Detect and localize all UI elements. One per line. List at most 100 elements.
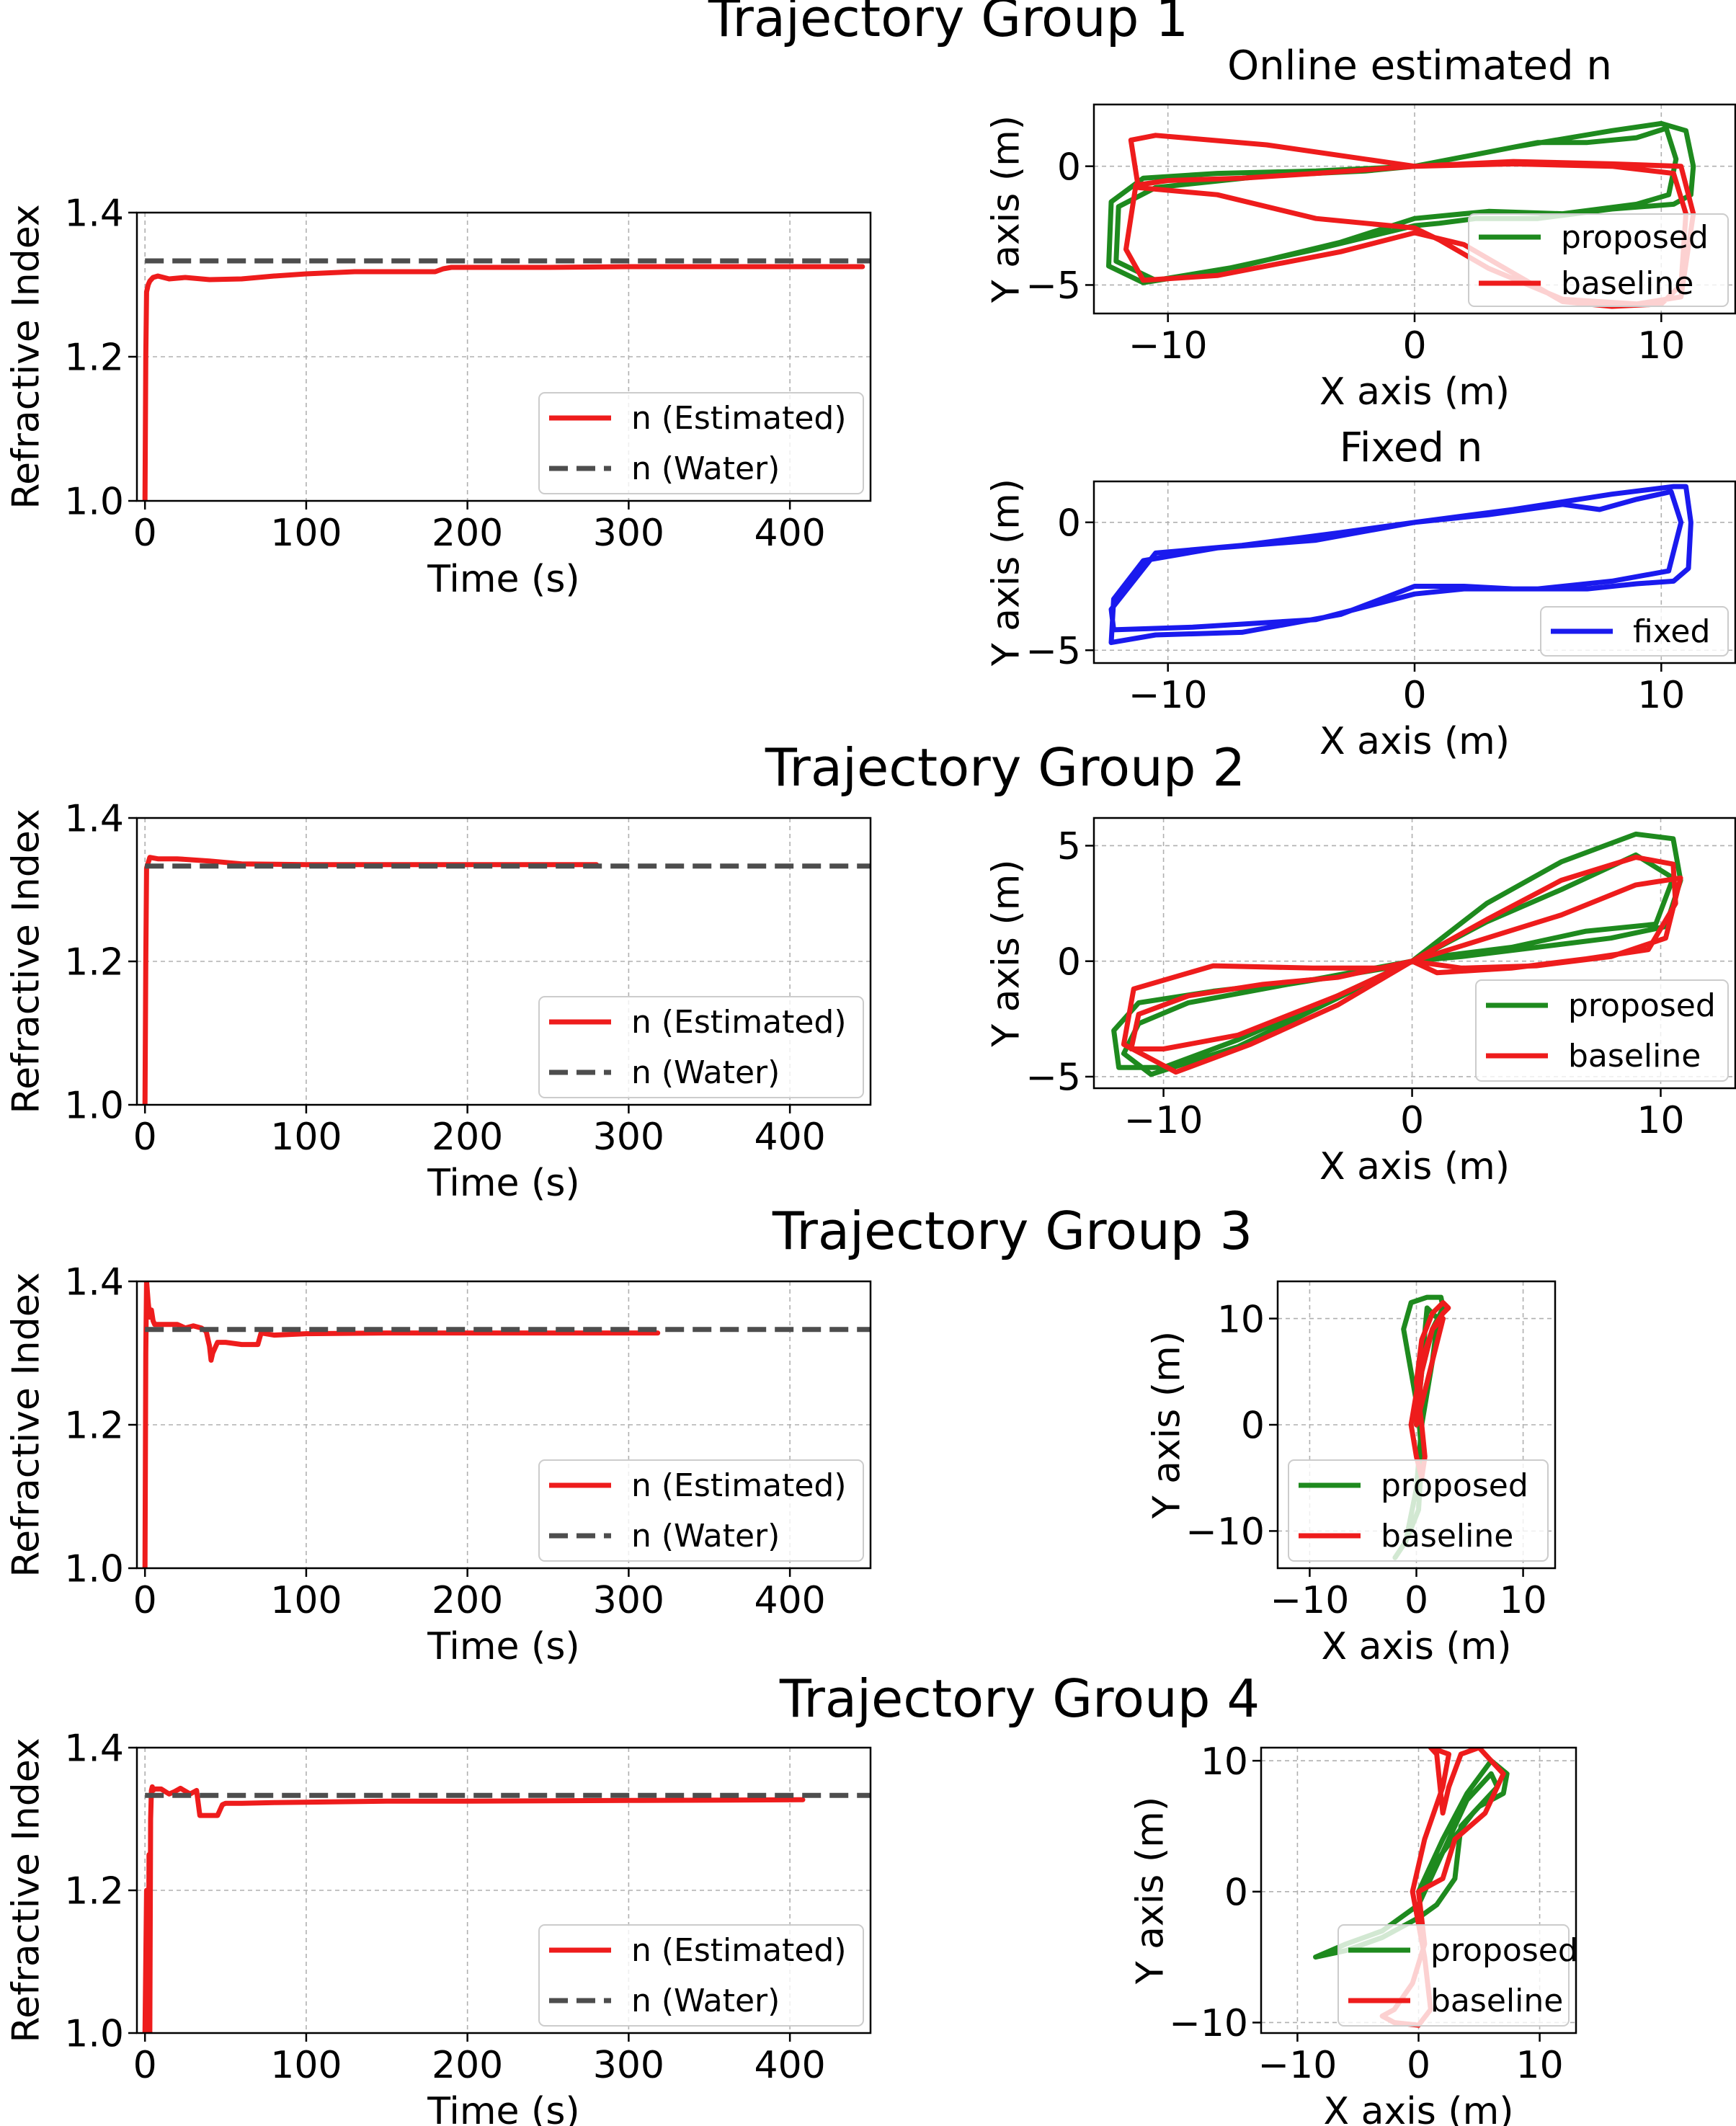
legend: proposed baseline [1337,1924,1578,2027]
x-tick-label: 300 [593,1116,664,1159]
x-axis-label: Time (s) [427,2090,579,2126]
chart-g2_traj: −10 0 10 −5 0 5 X axis (m) Y axis (m) proposed ba… [985,817,1736,1188]
legend: fixed [1540,606,1729,657]
chart-g2_ri: 0 100 200 300 400 1.0 1.2 1.4 Time (s) Refractive… [4,798,872,1205]
legend-label: proposed [1561,219,1709,256]
group-3-title: Trajectory Group 3 [772,1201,1252,1261]
y-tick-label: −10 [1185,1511,1265,1554]
series-group [142,258,871,501]
y-tick-label: 0 [1224,1872,1248,1915]
x-tick-label: 0 [1407,2044,1430,2087]
legend-label: n (Water) [631,1518,780,1555]
legend: n (Estimated) n (Water) [538,392,864,494]
x-tick-label: 300 [593,512,664,555]
series-line-baseline [1121,855,1683,1075]
legend-label: baseline [1430,1983,1563,2019]
y-tick-label: 1.4 [64,1727,124,1771]
legend-label: n (Water) [631,450,780,487]
x-tick-label: 200 [432,512,503,555]
x-tick-label: −10 [1258,2044,1337,2087]
x-tick-label: 400 [754,1579,825,1622]
y-axis-label: Y axis (m) [1145,1331,1188,1519]
legend-label: n (Water) [631,1054,780,1091]
x-axis-label: X axis (m) [1319,720,1510,763]
y-tick-label: 10 [1201,1740,1248,1784]
y-tick-label: 1.0 [64,481,124,524]
legend-box [538,1459,864,1562]
series-group [142,1784,871,2033]
x-tick-label: 0 [133,1116,157,1159]
series-line-n-estimated [142,264,865,501]
y-tick-label: 1.2 [64,941,124,984]
x-tick-label: 0 [1400,1099,1424,1142]
legend-label: fixed [1633,613,1710,650]
y-axis-label: Y axis (m) [985,115,1028,303]
x-axis-label: Time (s) [427,558,579,601]
group-2-title: Trajectory Group 2 [765,737,1245,798]
y-axis-label: Y axis (m) [985,859,1028,1047]
group-1-title: Trajectory Group 1 [708,0,1188,48]
y-axis-label: Refractive Index [4,809,48,1113]
x-tick-label: −10 [1129,674,1208,717]
y-axis-label: Refractive Index [4,1738,48,2042]
x-tick-label: 200 [432,1579,503,1622]
legend: proposed baseline [1288,1459,1549,1562]
x-axis-label: Time (s) [427,1162,579,1205]
x-tick-label: 0 [1402,674,1426,717]
chart-g1_online: −10 0 10−50X axis (m)Y axis (m) proposedbas… [985,103,1736,414]
legend-label: baseline [1381,1518,1513,1555]
x-tick-label: 400 [754,2044,825,2087]
group-1-fixed-subtitle: Fixed n [1340,424,1482,471]
legend-label: proposed [1568,987,1716,1024]
legend-label: n (Estimated) [631,1004,846,1041]
y-tick-label: 1.4 [64,798,124,841]
x-tick-label: 10 [1637,1099,1684,1142]
y-tick-label: 0 [1241,1405,1265,1448]
legend-box [538,1924,864,2027]
y-tick-label: −10 [1169,2002,1248,2045]
group-1-online-subtitle: Online estimated n [1227,43,1612,89]
x-tick-label: 300 [593,2044,664,2087]
x-tick-label: 200 [432,1116,503,1159]
series-line-n-estimated [142,855,600,1105]
x-axis-label: X axis (m) [1323,2090,1513,2126]
y-tick-label: 1.4 [64,1261,124,1304]
plot-frame [1092,817,1736,1090]
y-tick-label: −5 [1025,630,1081,673]
y-axis-label: Refractive Index [4,204,48,509]
x-tick-label: 10 [1637,324,1685,368]
legend-label: n (Estimated) [631,1467,846,1504]
y-tick-label: 0 [1057,502,1081,546]
legend: proposed baseline [1468,213,1729,307]
x-tick-label: 0 [133,2044,157,2087]
legend-label: baseline [1561,265,1693,302]
legend: n (Estimated) n (Water) [538,1924,864,2027]
x-tick-label: 300 [593,1579,664,1622]
y-tick-label: 5 [1057,825,1081,868]
y-tick-label: −5 [1025,1057,1081,1100]
y-tick-label: 1.2 [64,1870,124,1913]
y-axis-label: Y axis (m) [1129,1797,1172,1985]
legend-label: n (Estimated) [631,1932,846,1969]
series-group [142,1281,871,1568]
y-axis-label: Refractive Index [4,1272,48,1577]
group-4-title: Trajectory Group 4 [779,1668,1260,1729]
legend-label: proposed [1430,1932,1578,1969]
y-axis-label: Y axis (m) [985,479,1028,667]
series-line-n-estimated [142,1281,661,1568]
x-tick-label: 100 [270,512,342,555]
x-tick-label: −10 [1124,1099,1203,1142]
series-group [1108,484,1693,646]
x-tick-label: 10 [1515,2044,1563,2087]
y-tick-label: 1.0 [64,1548,124,1591]
series-line-n-estimated [142,1784,806,2033]
x-tick-label: 10 [1637,674,1685,717]
legend-label: n (Estimated) [631,400,846,437]
series-group [142,855,871,1105]
y-tick-label: 10 [1217,1298,1265,1341]
x-tick-label: 0 [133,1579,157,1622]
